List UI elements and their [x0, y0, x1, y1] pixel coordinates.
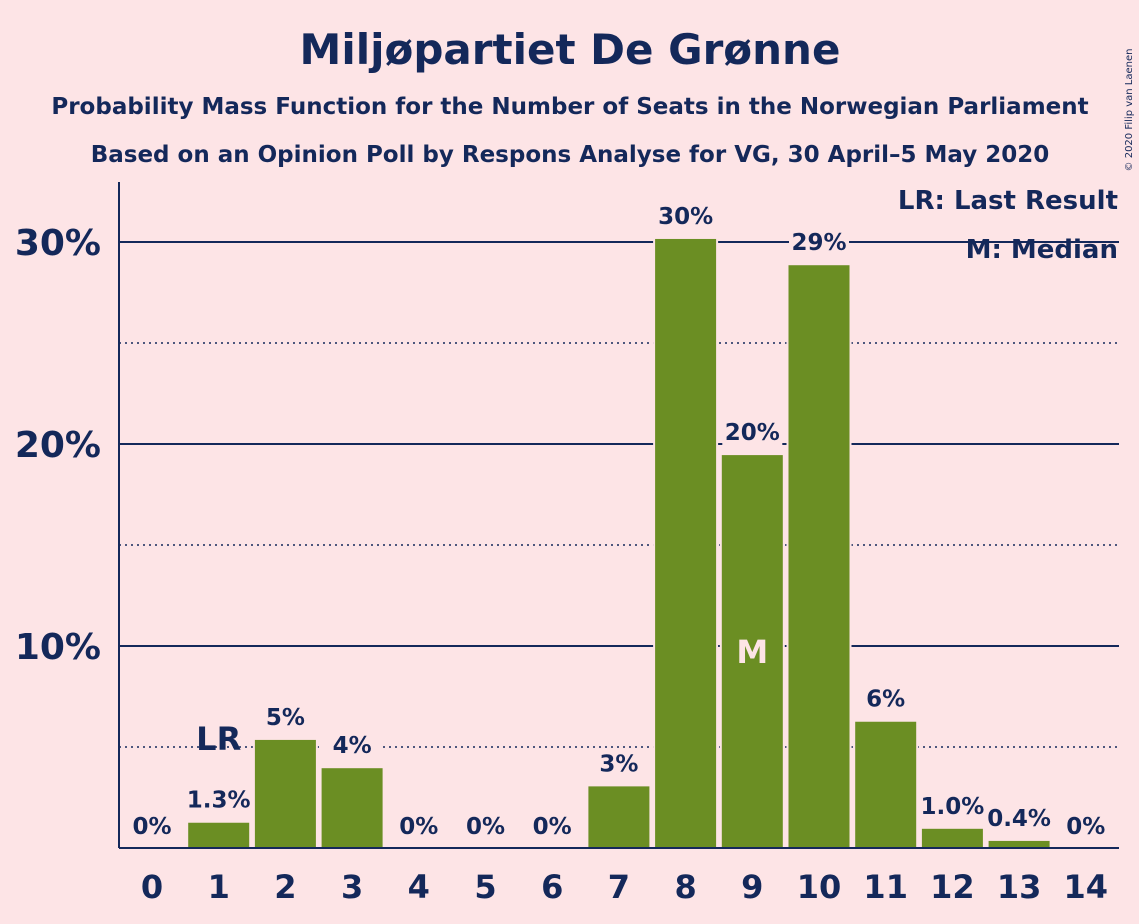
legend-last-result: LR: Last Result [898, 186, 1118, 216]
last-result-marker: LR [196, 720, 241, 758]
chart-subtitle-method: Probability Mass Function for the Number… [51, 94, 1088, 120]
data-label-seat-12: 1.0% [921, 794, 985, 820]
data-label-seat-8: 30% [658, 204, 713, 230]
chart-subtitle-poll: Based on an Opinion Poll by Respons Anal… [91, 142, 1050, 168]
bar-seat-13 [986, 838, 1052, 849]
bar-seat-8 [653, 236, 719, 849]
data-label-backdrop [322, 731, 383, 760]
x-tick-label: 7 [608, 868, 630, 906]
data-label-backdrop [1055, 812, 1116, 840]
copyright-note: © 2020 Filip van Laenen [1124, 49, 1135, 172]
x-tick-label: 1 [208, 868, 230, 906]
data-label-seat-10: 29% [791, 230, 846, 256]
bar-series [186, 236, 1052, 850]
data-label-backdrop [522, 812, 583, 840]
y-tick-label: 10% [15, 627, 101, 668]
data-label-seat-0: 0% [132, 814, 171, 840]
bar-seat-12 [919, 826, 985, 849]
x-tick-label: 10 [797, 868, 842, 906]
data-label-backdrop [655, 201, 716, 230]
bar-seat-9 [719, 453, 785, 849]
x-tick-label: 11 [863, 868, 908, 906]
x-tick-label: 0 [141, 868, 163, 906]
data-label-seat-1: 1.3% [187, 788, 251, 814]
data-label-backdrop [255, 702, 316, 731]
data-label-seat-13: 0.4% [987, 806, 1051, 832]
bar-seat-7 [586, 784, 652, 850]
data-label-seat-3: 4% [333, 733, 372, 759]
legend-median: M: Median [966, 235, 1118, 265]
bar-seat-10 [786, 263, 852, 850]
y-axis-ticks: 10% 20% 30% [15, 223, 101, 668]
bar-seat-2 [252, 737, 318, 849]
data-label-backdrop [989, 803, 1050, 832]
data-label-seat-11: 6% [866, 687, 905, 713]
x-tick-label: 6 [541, 868, 563, 906]
bar-seat-3 [319, 766, 385, 850]
median-marker: M [736, 633, 768, 671]
gridlines [119, 241, 1119, 748]
data-labels: 0% 1.3% 5% 4% 0% 0% 0% 3% 30% 20% 29% 6% 1.0% 0.4% 0% [122, 201, 1116, 840]
data-label-backdrop [122, 812, 182, 840]
data-label-seat-14: 0% [1066, 814, 1105, 840]
data-label-seat-9: 20% [725, 420, 780, 446]
x-axis-ticks: 0 1 2 3 4 5 6 7 8 9 10 11 12 13 14 [141, 868, 1108, 906]
data-label-seat-7: 3% [599, 751, 638, 777]
bar-seat-1 [186, 820, 252, 849]
data-label-seat-5: 0% [466, 814, 505, 840]
x-tick-label: 3 [341, 868, 363, 906]
data-label-backdrop [922, 791, 983, 820]
y-tick-label: 30% [15, 223, 101, 264]
data-label-backdrop [789, 228, 849, 257]
data-label-backdrop [388, 812, 449, 840]
data-label-backdrop [855, 684, 916, 713]
x-tick-label: 2 [274, 868, 296, 906]
x-tick-label: 8 [674, 868, 696, 906]
x-tick-label: 4 [408, 868, 430, 906]
data-label-backdrop [722, 418, 783, 447]
bar-seat-11 [853, 719, 919, 849]
x-tick-label: 13 [997, 868, 1042, 906]
chart-title: Miljøpartiet De Grønne [300, 25, 841, 74]
x-tick-label: 12 [930, 868, 975, 906]
data-label-seat-6: 0% [533, 814, 572, 840]
y-tick-label: 20% [15, 425, 101, 466]
data-label-seat-2: 5% [266, 705, 305, 731]
x-tick-label: 14 [1064, 868, 1109, 906]
data-label-backdrop [188, 785, 249, 814]
x-tick-label: 9 [741, 868, 763, 906]
data-label-backdrop [455, 812, 516, 840]
data-label-seat-4: 0% [399, 814, 438, 840]
x-tick-label: 5 [474, 868, 496, 906]
data-label-backdrop [588, 749, 649, 778]
